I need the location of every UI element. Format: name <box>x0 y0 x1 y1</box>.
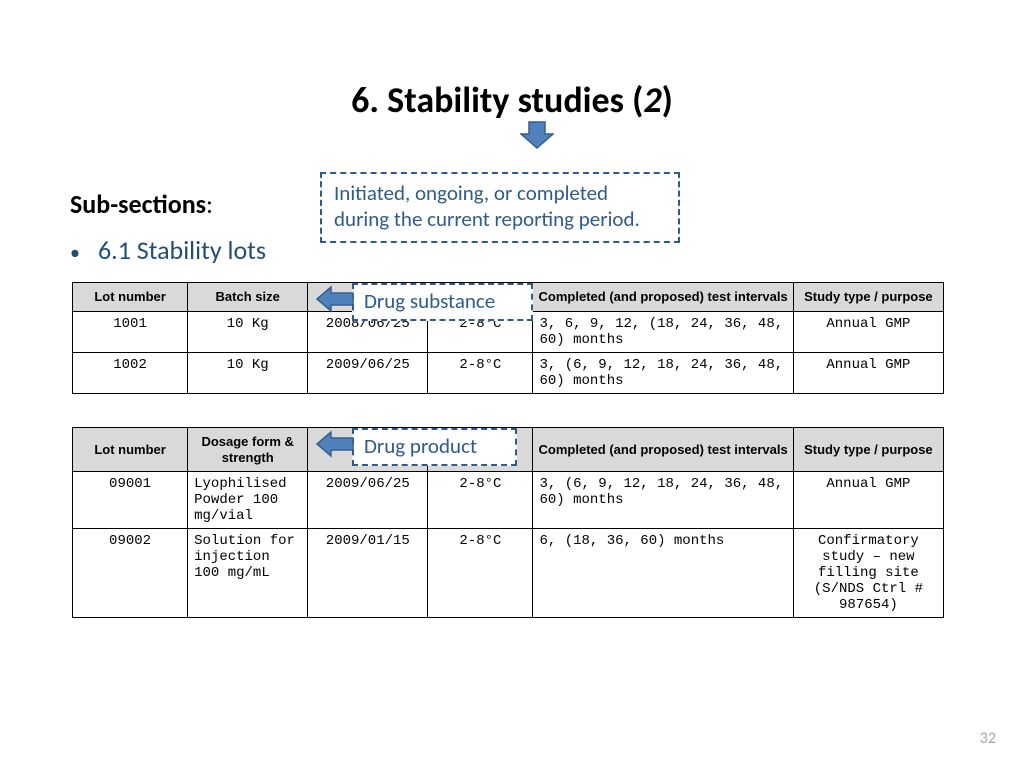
left-arrow-icon <box>315 430 355 458</box>
cell-study: Annual GMP <box>793 311 943 352</box>
cell-date: 2009/01/15 <box>308 529 428 618</box>
cell-lot: 1002 <box>73 352 188 393</box>
cell-dosage: Solution for injection 100 mg/mL <box>188 529 308 618</box>
cell-cond: 2-8°C <box>428 352 533 393</box>
cell-date: 2009/06/25 <box>308 472 428 529</box>
page-number: 32 <box>980 729 996 748</box>
callout-reporting-period: Initiated, ongoing, or completed during … <box>320 172 680 243</box>
cell-lot: 09002 <box>73 529 188 618</box>
callout-line2: during the current reporting period. <box>334 206 640 232</box>
cell-cond: 2-8°C <box>428 529 533 618</box>
cell-study: Annual GMP <box>793 472 943 529</box>
subsections-colon: : <box>206 188 213 220</box>
cell-intervals: 3, (6, 9, 12, 18, 24, 36, 48, 60) months <box>533 352 793 393</box>
cell-study: Annual GMP <box>793 352 943 393</box>
subsections-label: Sub-sections: <box>70 188 213 220</box>
title-suffix: ) <box>662 78 673 122</box>
bullet-item: • 6.1 Stability lots <box>70 234 266 266</box>
th-study-type: Study type / purpose <box>793 283 943 312</box>
th-lot-number: Lot number <box>73 428 188 472</box>
th-batch-size: Batch size <box>188 283 308 312</box>
slide: 6. Stability studies (2) Initiated, ongo… <box>0 0 1024 768</box>
callout-line1: Initiated, ongoing, or completed <box>334 180 608 206</box>
cell-intervals: 3, (6, 9, 12, 18, 24, 36, 48, 60) months <box>533 472 793 529</box>
cell-cond: 2-8°C <box>428 472 533 529</box>
table-row: 09001 Lyophilised Powder 100 mg/vial 200… <box>73 472 944 529</box>
down-arrow-icon <box>520 120 554 150</box>
cell-lot: 09001 <box>73 472 188 529</box>
cell-batch: 10 Kg <box>188 352 308 393</box>
th-study-type: Study type / purpose <box>793 428 943 472</box>
cell-date: 2009/06/25 <box>308 352 428 393</box>
callout-drug-substance-text: Drug substance <box>364 288 495 314</box>
cell-intervals: 6, (18, 36, 60) months <box>533 529 793 618</box>
cell-intervals: 3, 6, 9, 12, (18, 24, 36, 48, 60) months <box>533 311 793 352</box>
slide-title: 6. Stability studies (2) <box>0 78 1024 122</box>
th-intervals: Completed (and proposed) test intervals <box>533 283 793 312</box>
cell-study: Confirmatory study – new filling site (S… <box>793 529 943 618</box>
table-row: 1002 10 Kg 2009/06/25 2-8°C 3, (6, 9, 12… <box>73 352 944 393</box>
bullet-dot-icon: • <box>70 243 80 263</box>
th-dosage: Dosage form & strength <box>188 428 308 472</box>
table-row: 09002 Solution for injection 100 mg/mL 2… <box>73 529 944 618</box>
title-number: 2 <box>643 78 661 122</box>
callout-drug-product: Drug product <box>352 428 517 466</box>
cell-dosage: Lyophilised Powder 100 mg/vial <box>188 472 308 529</box>
bullet-text: 6.1 Stability lots <box>98 234 266 266</box>
cell-lot: 1001 <box>73 311 188 352</box>
callout-drug-product-text: Drug product <box>364 433 477 459</box>
left-arrow-icon <box>315 285 355 313</box>
callout-drug-substance: Drug substance <box>352 283 533 321</box>
subsections-bold: Sub-sections <box>70 188 206 220</box>
th-lot-number: Lot number <box>73 283 188 312</box>
th-intervals: Completed (and proposed) test intervals <box>533 428 793 472</box>
title-prefix: 6. Stability studies ( <box>351 78 643 122</box>
cell-batch: 10 Kg <box>188 311 308 352</box>
